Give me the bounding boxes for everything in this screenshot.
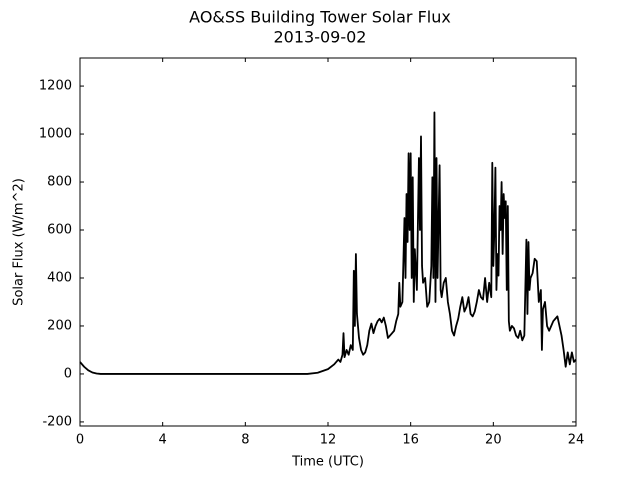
x-tick-label: 16 bbox=[402, 433, 419, 448]
plot-frame bbox=[79, 57, 577, 427]
y-tick-label: 1000 bbox=[39, 127, 72, 142]
y-tick-label: 1200 bbox=[39, 79, 72, 94]
y-axis-label: Solar Flux (W/m^2) bbox=[12, 178, 27, 306]
chart-title: AO&SS Building Tower Solar Flux bbox=[189, 8, 451, 27]
y-tick-label: 0 bbox=[64, 366, 72, 381]
x-tick-label: 4 bbox=[159, 433, 167, 448]
y-tick-label: 800 bbox=[47, 175, 72, 190]
y-tick-label: 200 bbox=[47, 318, 72, 333]
x-tick-label: 8 bbox=[241, 433, 249, 448]
data-line bbox=[79, 111, 577, 375]
y-tick-label: -200 bbox=[42, 414, 72, 429]
x-tick-label: 12 bbox=[320, 433, 337, 448]
x-tick-label: 24 bbox=[568, 433, 585, 448]
x-axis-label: Time (UTC) bbox=[291, 455, 364, 470]
x-tick-label: 0 bbox=[76, 433, 84, 448]
y-tick-label: 400 bbox=[47, 270, 72, 285]
x-tick-label: 20 bbox=[485, 433, 502, 448]
chart-subtitle: 2013-09-02 bbox=[274, 28, 367, 47]
y-tick-label: 600 bbox=[47, 223, 72, 238]
